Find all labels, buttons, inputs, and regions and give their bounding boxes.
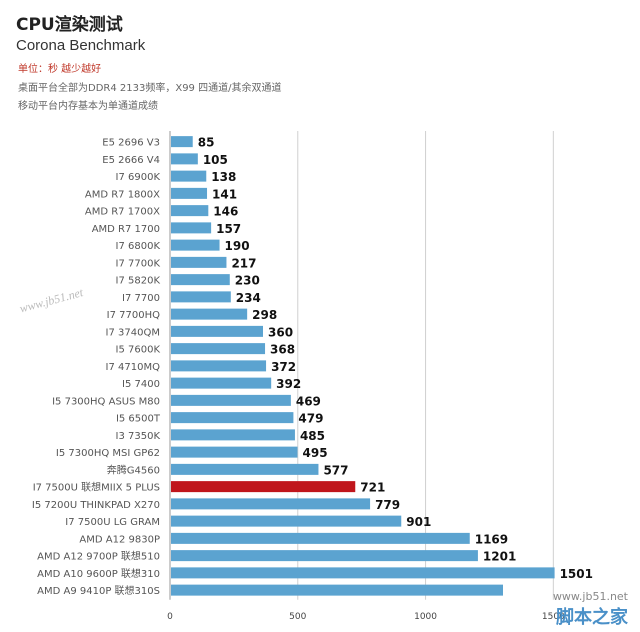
bar: [171, 446, 298, 458]
watermark-brand: 脚本之家: [556, 607, 628, 628]
chart-title: CPU渲染测试: [16, 15, 123, 35]
bar: [171, 498, 371, 510]
bar: [171, 239, 220, 251]
data-label: 1169: [475, 532, 508, 546]
category-label: I5 7200U THINKPAD X270: [32, 500, 160, 511]
bar: [171, 515, 402, 527]
bar: [171, 567, 555, 579]
bar: [171, 463, 319, 475]
data-label: 141: [212, 187, 237, 201]
category-label: AMD R7 1700: [92, 224, 160, 235]
category-label: I5 7400: [122, 379, 160, 390]
bar: [171, 291, 231, 303]
category-label: I7 6900K: [116, 172, 161, 183]
platform-note-desktop: 桌面平台全部为DDR4 2133频率，X99 四通道/其余双通道: [18, 83, 282, 94]
data-label: 360: [268, 325, 293, 339]
data-label: 234: [236, 291, 261, 305]
category-label: AMD A10 9600P 联想310: [37, 567, 160, 580]
bar: [171, 153, 198, 165]
bar: [171, 584, 503, 596]
category-label: I7 7700: [122, 293, 160, 304]
data-label: 190: [225, 239, 250, 253]
category-label: I7 7500U LG GRAM: [65, 517, 160, 528]
data-label: 469: [296, 394, 321, 408]
data-label: 157: [216, 222, 241, 236]
platform-note-mobile: 移动平台内存基本为单通道成绩: [18, 101, 158, 112]
data-label: 217: [231, 256, 256, 270]
category-label: AMD A12 9700P 联想510: [37, 550, 160, 563]
unit-note: 单位：秒 越少越好: [18, 64, 102, 75]
bar: [171, 136, 193, 148]
bar: [171, 360, 267, 372]
data-label: 298: [252, 308, 277, 322]
data-label: 577: [323, 463, 348, 477]
data-label: 779: [375, 498, 400, 512]
x-tick-label: 1000: [414, 612, 437, 622]
data-label: 146: [213, 205, 238, 219]
category-label: AMD A9 9410P 联想310S: [37, 584, 160, 597]
bar: [171, 532, 470, 544]
category-label: I7 7700HQ: [107, 310, 160, 321]
category-label: I7 4710MQ: [106, 362, 161, 373]
data-label: 485: [300, 429, 325, 443]
chart-subtitle: Corona Benchmark: [16, 37, 146, 54]
category-label: E5 2666 V4: [102, 155, 160, 166]
bar: [171, 170, 207, 182]
category-label: I7 3740QM: [106, 327, 160, 338]
data-label: 372: [271, 360, 296, 374]
bar: [171, 205, 209, 217]
bar: [171, 187, 208, 199]
category-label: I7 6800K: [116, 241, 161, 252]
bar: [171, 550, 478, 562]
data-label: 495: [303, 446, 328, 460]
bar: [171, 222, 212, 234]
data-label: 1201: [483, 550, 516, 564]
data-label: 479: [298, 412, 323, 426]
category-label: I7 7700K: [116, 258, 161, 269]
bar: [171, 308, 248, 320]
data-label: 1501: [560, 567, 593, 581]
data-label: 230: [235, 274, 260, 288]
bar: [171, 429, 295, 441]
data-label: 392: [276, 377, 301, 391]
category-label: 奔腾G4560: [107, 463, 160, 476]
category-label: I5 7300HQ ASUS M80: [52, 396, 160, 407]
bar: [171, 394, 291, 406]
bar: [171, 274, 230, 286]
watermark-right: www.jb51.net 脚本之家: [553, 590, 628, 629]
category-label: I7 5820K: [116, 276, 161, 287]
bar: [171, 325, 263, 337]
data-label: 105: [203, 153, 228, 167]
category-label: I7 7500U 联想MIIX 5 PLUS: [33, 481, 160, 494]
x-tick-label: 1500: [542, 612, 565, 622]
x-tick-label: 500: [289, 612, 306, 622]
bar: [171, 412, 294, 424]
bar: [171, 343, 266, 355]
category-label: I5 7600K: [116, 345, 161, 356]
data-label: 368: [270, 343, 295, 357]
category-label: I5 7300HQ MSI GP62: [56, 448, 160, 459]
data-label: 138: [211, 170, 236, 184]
category-label: I3 7350K: [116, 431, 161, 442]
category-label: AMD A12 9830P: [79, 534, 160, 545]
watermark-url: www.jb51.net: [552, 590, 628, 603]
bar-highlighted: [171, 481, 356, 493]
category-label: AMD R7 1800X: [85, 189, 160, 200]
bar: [171, 256, 227, 268]
data-label: 85: [198, 136, 215, 150]
category-label: AMD R7 1700X: [85, 207, 160, 218]
category-label: E5 2696 V3: [102, 138, 160, 149]
category-label: I5 6500T: [116, 414, 161, 425]
x-tick-label: 0: [167, 612, 173, 622]
bar: [171, 377, 272, 389]
data-label: 901: [406, 515, 431, 529]
data-label: 721: [360, 481, 385, 495]
